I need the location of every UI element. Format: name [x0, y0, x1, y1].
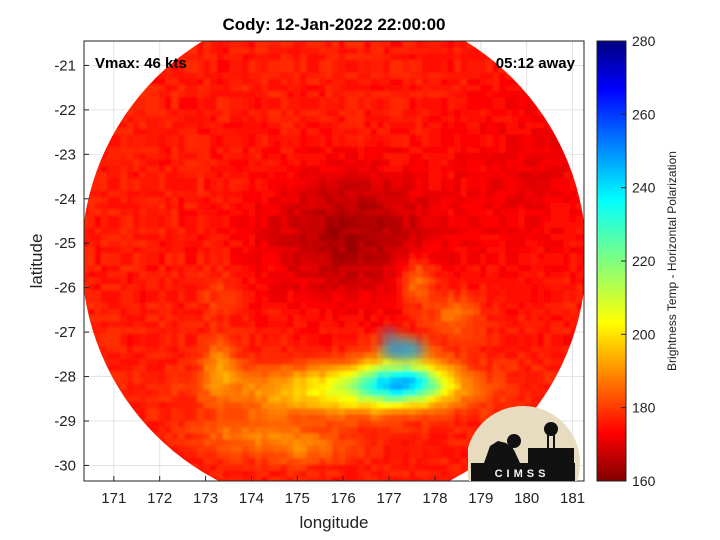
y-tick-label: -28	[54, 369, 76, 386]
x-tick-label: 177	[377, 490, 402, 507]
y-tick-label: -26	[54, 280, 76, 297]
x-tick-label: 171	[101, 490, 126, 507]
colorbar-ticks: 280 260 240 220 200 180 160	[621, 33, 656, 489]
y-tick-label: -24	[54, 191, 76, 208]
y-tick-label: -29	[54, 413, 76, 430]
chart-title: Cody: 12-Jan-2022 22:00:00	[222, 15, 445, 34]
y-tick-label: -25	[54, 235, 76, 252]
logo-text: CIMSS	[495, 468, 550, 480]
x-tick-label: 180	[514, 490, 539, 507]
colorbar-tick-label: 160	[632, 473, 656, 489]
x-tick-label: 176	[331, 490, 356, 507]
colorbar-tick-label: 240	[632, 180, 656, 196]
colorbar-label: Brightness Temp - Horizontal Polarizatio…	[665, 151, 679, 371]
vmax-annotation: Vmax: 46 kts	[95, 55, 187, 72]
colorbar-tick-label: 220	[632, 253, 656, 269]
x-tick-label: 172	[147, 490, 172, 507]
y-axis-label: latitude	[27, 234, 46, 289]
x-tick-label: 181	[560, 490, 585, 507]
x-tick-label: 179	[468, 490, 493, 507]
colorbar-tick-label: 260	[632, 106, 656, 122]
y-tick-label: -23	[54, 146, 76, 163]
time-away-annotation: 05:12 away	[496, 55, 576, 72]
x-tick-label: 175	[285, 490, 310, 507]
y-tick-label: -21	[54, 57, 76, 74]
colorbar-tick-label: 180	[632, 400, 656, 416]
colorbar-tick-label: 200	[632, 326, 656, 342]
x-tick-label: 173	[193, 490, 218, 507]
x-axis: 171 172 173 174 175 176 177 178 179 180 181	[101, 476, 585, 507]
axes-frame	[83, 40, 585, 482]
y-tick-label: -27	[54, 324, 76, 341]
y-axis: -21 -22 -23 -24 -25 -26 -27 -28 -29 -30	[54, 57, 89, 474]
x-tick-label: 178	[422, 490, 447, 507]
colorbar-tick-label: 280	[632, 33, 656, 49]
x-axis-label: longitude	[299, 513, 368, 532]
x-tick-label: 174	[239, 490, 264, 507]
y-tick-label: -22	[54, 102, 76, 119]
y-tick-label: -30	[54, 457, 76, 474]
cimss-logo: CIMSS	[468, 406, 580, 481]
